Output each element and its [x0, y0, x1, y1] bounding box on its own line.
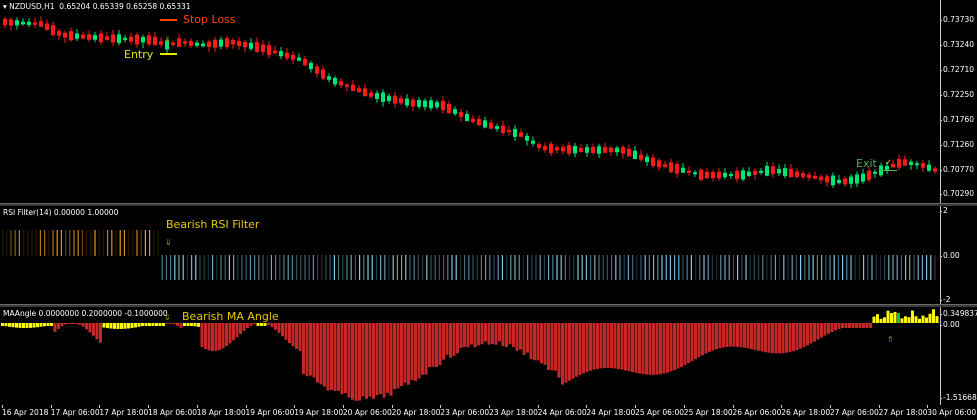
- chart-symbol-info: ▾ NZDUSD,H1 0.65204 0.65339 0.65258 0.65…: [3, 2, 191, 11]
- time-tick: 24 Apr 18:00: [586, 405, 636, 417]
- ma-tick: -1.5166872: [939, 393, 977, 402]
- time-tick: 27 Apr 18:00: [878, 405, 928, 417]
- symbol-label: NZDUSD,H1: [9, 2, 55, 11]
- ma-scale[interactable]: 0.3498375 0.00 -1.5166872: [939, 307, 977, 405]
- price-tick: 0.72710: [939, 65, 975, 74]
- rsi-histogram: [2, 230, 936, 280]
- bearish-rsi-label: Bearish RSI Filter: [166, 218, 260, 231]
- panel-divider[interactable]: [0, 203, 977, 206]
- exit-label: Exit: [856, 157, 877, 170]
- ma-angle-histogram: [1, 309, 939, 401]
- time-tick: 23 Apr 18:00: [489, 405, 538, 417]
- price-tick: 0.71760: [939, 115, 975, 124]
- price-tick: 0.71260: [939, 140, 975, 149]
- panel-divider[interactable]: [0, 304, 977, 307]
- price-tick: 0.70290: [939, 189, 975, 198]
- ma-tick: 0.3498375: [940, 309, 977, 318]
- time-tick: 27 Apr 06:00: [829, 405, 879, 417]
- time-tick: 19 Apr 18:00: [294, 405, 344, 417]
- exit-line: [880, 170, 897, 171]
- ma-angle-panel[interactable]: MAAngle 0.0000000 0.2000000 -0.1000000 ⇓…: [0, 307, 940, 405]
- time-tick: 18 Apr 18:00: [196, 405, 246, 417]
- rsi-tick: 2: [940, 206, 948, 215]
- entry-line: [160, 53, 177, 55]
- price-scale[interactable]: 0.73730 0.73240 0.72710 0.72250 0.71760 …: [939, 0, 977, 203]
- candlestick-series: [3, 16, 937, 189]
- time-tick: 25 Apr 06:00: [635, 405, 684, 417]
- stop-loss-label: Stop Loss: [183, 13, 236, 26]
- ma-indicator-label: MAAngle 0.0000000 0.2000000 -0.1000000: [3, 309, 168, 318]
- rsi-tick: 0.00: [940, 251, 960, 260]
- time-tick: 17 Apr 06:00: [50, 405, 100, 417]
- time-tick: 30 Apr 06:00: [927, 405, 977, 417]
- exit-check-icon: ✓: [885, 158, 892, 167]
- time-axis[interactable]: 16 Apr 2018 17 Apr 06:00 17 Apr 18:00 18 Ap…: [0, 405, 977, 420]
- time-tick: 18 Apr 06:00: [148, 405, 197, 417]
- time-tick: 16 Apr 2018: [2, 405, 49, 417]
- bearish-ma-label: Bearish MA Angle: [182, 310, 279, 323]
- time-tick: 20 Apr 06:00: [342, 405, 392, 417]
- entry-label: Entry: [124, 48, 154, 61]
- rsi-indicator-label: RSI Filter(14) 0.00000 1.00000: [3, 208, 119, 217]
- price-tick: 0.73730: [939, 15, 975, 24]
- price-tick: 0.73240: [939, 40, 975, 49]
- time-tick: 17 Apr 18:00: [99, 405, 149, 417]
- ma-tick: 0.00: [940, 320, 960, 329]
- price-tick: 0.72250: [939, 90, 975, 99]
- ma-sell-arrow-icon: ⇓: [164, 313, 171, 322]
- time-tick: 19 Apr 06:00: [245, 405, 295, 417]
- stop-loss-legend-line: [160, 19, 177, 21]
- price-tick: 0.70770: [939, 165, 975, 174]
- time-tick: 23 Apr 06:00: [440, 405, 490, 417]
- rsi-tick: -2: [939, 295, 951, 304]
- ohlc-values: 0.65204 0.65339 0.65258 0.65331: [59, 2, 191, 11]
- ma-buy-arrow-icon: ⇑: [887, 335, 894, 344]
- time-tick: 26 Apr 18:00: [781, 405, 831, 417]
- rsi-sell-arrow-icon: ⇓: [165, 238, 172, 247]
- time-tick: 26 Apr 06:00: [732, 405, 782, 417]
- time-tick: 20 Apr 18:00: [391, 405, 441, 417]
- time-tick: 24 Apr 06:00: [537, 405, 587, 417]
- rsi-filter-panel[interactable]: RSI Filter(14) 0.00000 1.00000 Bearish R…: [0, 206, 940, 304]
- time-tick: 25 Apr 18:00: [683, 405, 733, 417]
- collapse-triangle-icon[interactable]: ▾: [3, 2, 7, 11]
- rsi-scale[interactable]: 2 0.00 -2: [939, 206, 977, 304]
- sell-arrow-icon: ⇓: [164, 35, 171, 44]
- price-chart-panel[interactable]: ▾ NZDUSD,H1 0.65204 0.65339 0.65258 0.65…: [0, 0, 940, 203]
